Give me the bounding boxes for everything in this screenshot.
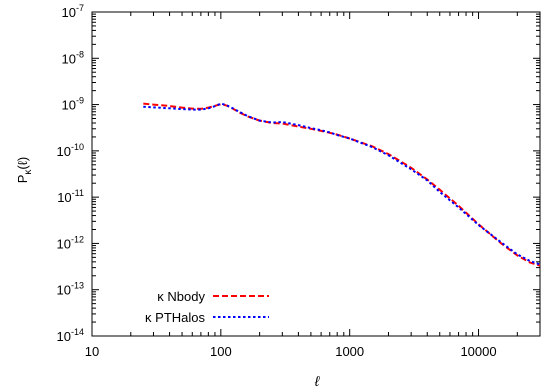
x-tick-label: 1000 (335, 344, 364, 359)
y-tick-label: 10-10 (57, 142, 84, 159)
y-tick-label: 10-7 (62, 3, 84, 20)
legend: κ Nbody κ PTHalos (145, 289, 269, 325)
legend-label: κ Nbody (157, 289, 205, 304)
x-tick-label: 10000 (460, 344, 496, 359)
x-axis-label: ℓ (314, 373, 320, 389)
y-tick-label: 10-13 (57, 281, 84, 298)
x-tick-label: 10 (85, 344, 99, 359)
y-tick-label: 10-9 (62, 96, 84, 113)
x-axis: 10 100 1000 10000 (85, 12, 541, 359)
y-axis: 10-14 10-13 10-12 10-11 10-10 10-9 10-8 10-7 (57, 3, 540, 344)
series-line-pthalos (143, 102, 541, 266)
y-tick-label: 10-8 (62, 49, 84, 66)
y-axis-label: Pκ(ℓ) (15, 157, 34, 184)
y-axis-label-sub: κ (23, 169, 34, 175)
y-tick-label: 10-11 (57, 188, 84, 205)
series-line-nbody (143, 102, 541, 267)
series-layer (143, 102, 541, 267)
x-tick-label: 100 (210, 344, 232, 359)
plot-frame (91, 11, 541, 337)
plot-area (91, 11, 541, 337)
legend-label: κ PTHalos (145, 310, 205, 325)
y-axis-label-suffix: (ℓ) (15, 157, 30, 170)
y-tick-label: 10-12 (57, 234, 84, 251)
y-axis-label-main: P (15, 175, 30, 184)
y-tick-label: 10-14 (57, 327, 84, 344)
